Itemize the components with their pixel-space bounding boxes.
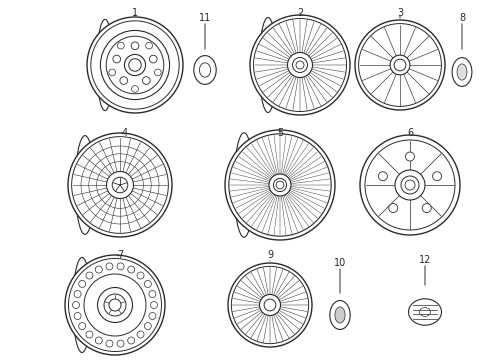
Ellipse shape	[97, 19, 113, 111]
Text: 7: 7	[117, 250, 123, 260]
Circle shape	[228, 263, 312, 347]
Ellipse shape	[234, 133, 254, 237]
Circle shape	[145, 323, 151, 330]
Circle shape	[128, 337, 135, 344]
Circle shape	[87, 17, 183, 113]
Circle shape	[120, 77, 127, 84]
Ellipse shape	[409, 299, 441, 325]
Circle shape	[73, 302, 79, 309]
Circle shape	[112, 177, 128, 193]
Circle shape	[95, 337, 102, 344]
Circle shape	[229, 134, 331, 236]
Circle shape	[74, 312, 81, 319]
Circle shape	[433, 172, 441, 181]
Circle shape	[406, 152, 415, 161]
Circle shape	[79, 280, 86, 287]
Text: 5: 5	[277, 128, 283, 138]
Circle shape	[137, 331, 144, 338]
Text: 9: 9	[267, 250, 273, 260]
Text: 4: 4	[122, 128, 128, 138]
Circle shape	[128, 266, 135, 273]
Circle shape	[69, 258, 162, 351]
Circle shape	[106, 171, 133, 198]
Circle shape	[405, 180, 415, 190]
Circle shape	[143, 77, 150, 84]
Circle shape	[149, 312, 156, 319]
Text: 12: 12	[419, 255, 431, 265]
Text: 2: 2	[297, 8, 303, 18]
Circle shape	[132, 86, 138, 93]
Ellipse shape	[73, 257, 91, 352]
Circle shape	[276, 181, 284, 189]
Circle shape	[113, 55, 121, 63]
Circle shape	[378, 172, 388, 181]
Circle shape	[91, 21, 179, 109]
Circle shape	[95, 266, 102, 273]
Circle shape	[68, 133, 172, 237]
Circle shape	[79, 323, 86, 330]
Ellipse shape	[335, 307, 345, 323]
Circle shape	[390, 55, 410, 75]
Circle shape	[124, 54, 146, 76]
Circle shape	[273, 179, 287, 192]
Text: 6: 6	[407, 128, 413, 138]
Circle shape	[98, 288, 132, 323]
Circle shape	[131, 42, 139, 50]
Circle shape	[150, 302, 157, 309]
Circle shape	[84, 274, 146, 336]
Ellipse shape	[330, 301, 350, 329]
Circle shape	[117, 263, 124, 270]
Text: 3: 3	[397, 8, 403, 18]
Ellipse shape	[452, 58, 472, 86]
Circle shape	[253, 18, 346, 112]
Circle shape	[86, 272, 93, 279]
Text: 11: 11	[199, 13, 211, 23]
Circle shape	[72, 137, 169, 233]
Circle shape	[288, 53, 313, 77]
Text: 8: 8	[459, 13, 465, 23]
Circle shape	[422, 203, 431, 212]
Circle shape	[137, 272, 144, 279]
Circle shape	[264, 299, 276, 311]
Circle shape	[395, 170, 425, 200]
Ellipse shape	[259, 18, 277, 112]
Circle shape	[104, 294, 126, 316]
Circle shape	[360, 135, 460, 235]
Circle shape	[365, 140, 455, 230]
Circle shape	[106, 263, 113, 270]
Text: 1: 1	[132, 8, 138, 18]
Circle shape	[106, 340, 113, 347]
Ellipse shape	[75, 136, 95, 234]
Circle shape	[389, 203, 398, 212]
Circle shape	[394, 59, 406, 71]
Circle shape	[250, 15, 350, 115]
Circle shape	[293, 58, 308, 72]
Circle shape	[149, 291, 156, 297]
Circle shape	[109, 299, 121, 311]
Circle shape	[231, 266, 309, 344]
Circle shape	[106, 36, 164, 94]
Circle shape	[145, 280, 151, 287]
Circle shape	[359, 24, 441, 107]
Circle shape	[65, 255, 165, 355]
Circle shape	[129, 59, 141, 71]
Circle shape	[296, 61, 304, 69]
Circle shape	[269, 174, 291, 196]
Text: 10: 10	[334, 258, 346, 268]
Circle shape	[109, 69, 116, 76]
Circle shape	[260, 294, 280, 315]
Ellipse shape	[457, 64, 467, 80]
Circle shape	[225, 130, 335, 240]
Circle shape	[74, 291, 81, 297]
Circle shape	[100, 31, 170, 100]
Circle shape	[86, 331, 93, 338]
Circle shape	[146, 42, 152, 49]
Circle shape	[118, 42, 124, 49]
Circle shape	[355, 20, 445, 110]
Circle shape	[401, 176, 419, 194]
Circle shape	[117, 340, 124, 347]
Circle shape	[149, 55, 157, 63]
Ellipse shape	[194, 55, 216, 84]
Circle shape	[154, 69, 161, 76]
